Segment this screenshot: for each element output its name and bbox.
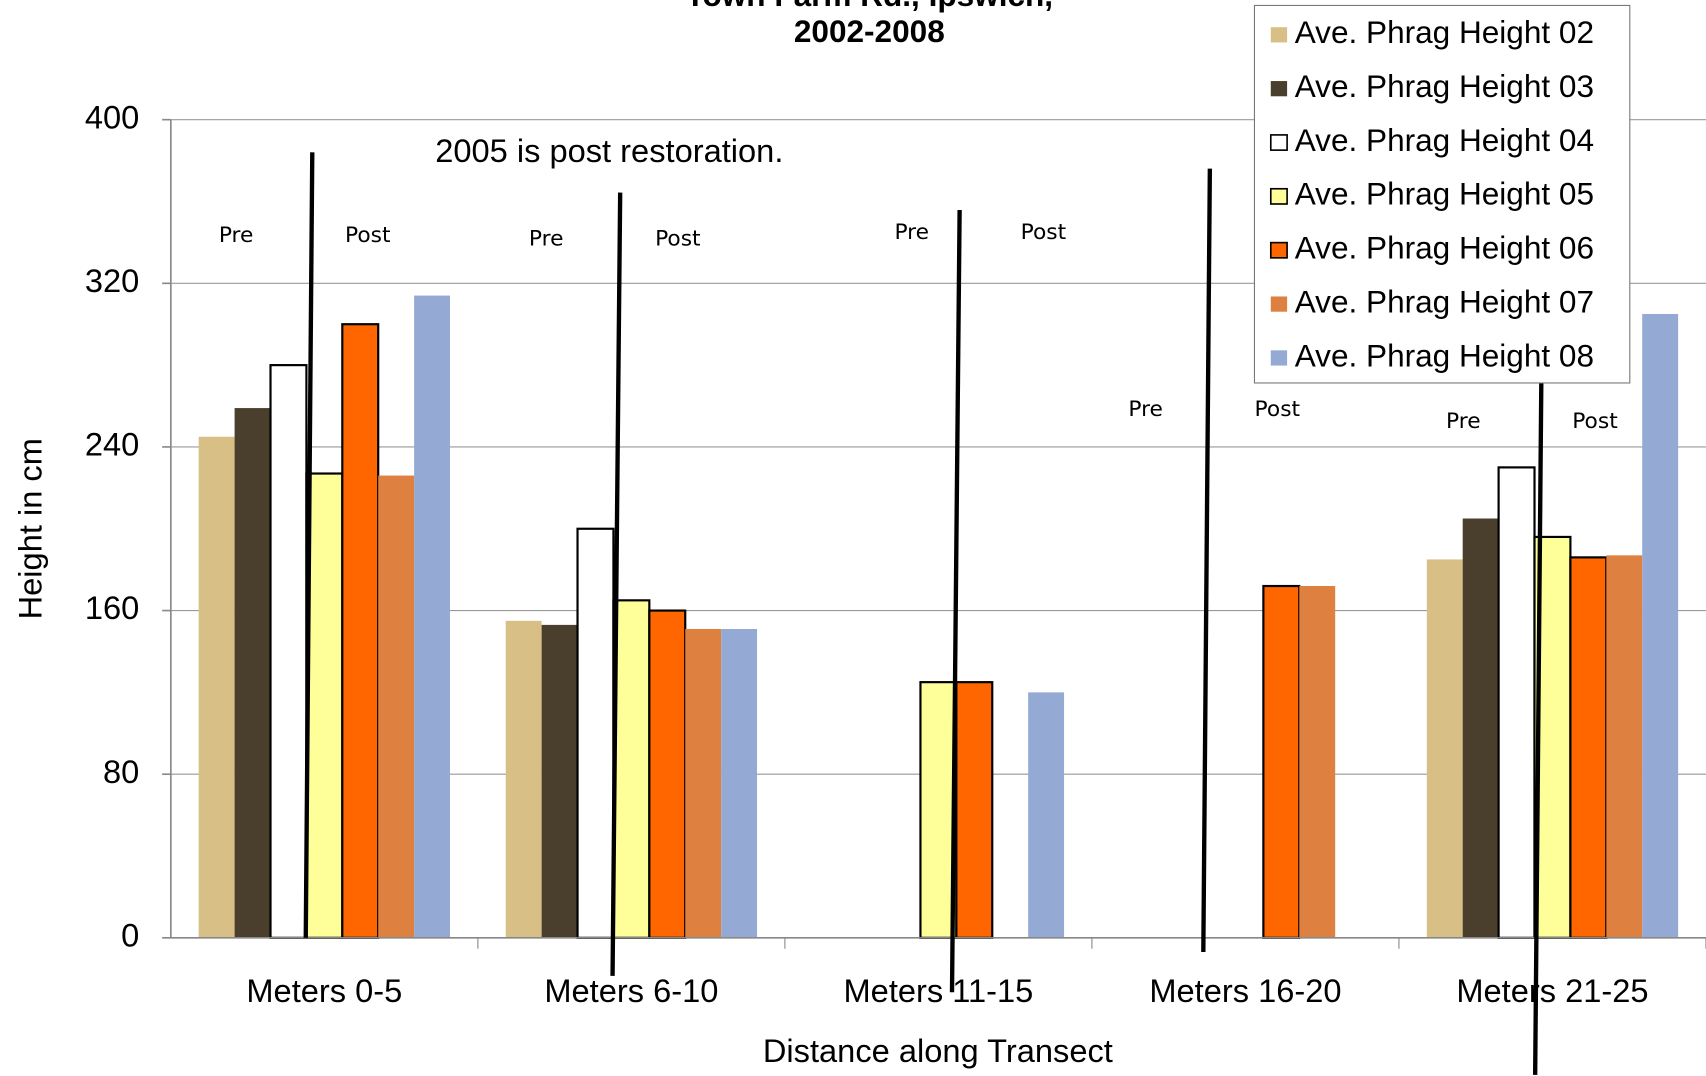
post-label: Post xyxy=(1255,397,1301,422)
post-label: Post xyxy=(345,223,391,248)
bar xyxy=(269,364,308,939)
post-label: Post xyxy=(1021,220,1067,245)
post-label: Post xyxy=(655,226,701,251)
chart-title: Town Farm Rd., Ipswich, xyxy=(686,0,1054,13)
legend-swatch xyxy=(1269,187,1288,205)
divider-line xyxy=(1201,168,1213,952)
legend-swatch xyxy=(1270,81,1288,97)
bar xyxy=(1462,518,1499,938)
pre-label: Pre xyxy=(894,220,929,245)
y-tick-label: 400 xyxy=(85,98,139,135)
divider-lines xyxy=(303,152,1544,1075)
pre-label: Pre xyxy=(219,223,254,248)
bar xyxy=(305,472,344,939)
legend-swatch xyxy=(1269,134,1288,151)
y-tick-label: 0 xyxy=(121,916,139,953)
bar xyxy=(234,408,271,938)
x-axis-label: Distance along Transect xyxy=(763,1032,1113,1069)
x-tick-label: Meters 11-15 xyxy=(844,972,1034,1009)
divider-line xyxy=(610,192,623,976)
x-tick-label: Meters 16-20 xyxy=(1149,972,1341,1009)
y-tick-label: 320 xyxy=(85,262,139,299)
legend-box xyxy=(1253,4,1631,384)
bar xyxy=(1028,692,1065,938)
pre-label: Pre xyxy=(529,226,564,251)
post-label: Post xyxy=(1572,409,1618,434)
legend-label: Ave. Phrag Height 05 xyxy=(1295,176,1594,212)
bar xyxy=(685,628,722,938)
x-tick-label: Meters 21-25 xyxy=(1456,972,1648,1009)
divider-line xyxy=(1532,340,1544,1075)
bar xyxy=(1299,586,1336,938)
x-tick-label: Meters 0-5 xyxy=(246,972,402,1009)
y-tick-label: 160 xyxy=(85,589,139,626)
divider-line xyxy=(949,209,962,993)
bar xyxy=(919,681,958,939)
y-axis-label: Height in cm xyxy=(11,438,48,619)
legend-label: Ave. Phrag Height 08 xyxy=(1295,337,1594,373)
pre-label: Pre xyxy=(1128,397,1163,422)
chart-title: 2002-2008 xyxy=(794,13,945,49)
pre-label: Pre xyxy=(1446,409,1481,434)
legend-label: Ave. Phrag Height 03 xyxy=(1295,68,1594,104)
legend-label: Ave. Phrag Height 02 xyxy=(1295,14,1594,50)
legend-swatch xyxy=(1269,241,1288,259)
bar xyxy=(1569,556,1608,939)
bar xyxy=(648,609,687,939)
legend-swatch xyxy=(1270,27,1288,43)
bar xyxy=(378,475,415,938)
y-tick-label: 240 xyxy=(85,426,139,463)
legend-label: Ave. Phrag Height 07 xyxy=(1295,283,1594,319)
legend-swatch xyxy=(1270,296,1288,312)
bar xyxy=(341,323,380,939)
bar xyxy=(955,681,994,939)
bar xyxy=(1606,555,1643,938)
legend-swatch xyxy=(1270,350,1288,366)
y-tick-label: 80 xyxy=(103,753,139,790)
bar xyxy=(1642,313,1679,938)
bar xyxy=(1426,559,1463,938)
bar xyxy=(505,620,542,938)
bar xyxy=(1497,466,1536,939)
legend-label: Ave. Phrag Height 04 xyxy=(1295,122,1594,158)
bar xyxy=(1262,584,1301,939)
annotation: 2005 is post restoration. xyxy=(435,132,783,169)
x-tick-label: Meters 6-10 xyxy=(544,972,718,1009)
legend-label: Ave. Phrag Height 06 xyxy=(1295,230,1594,266)
bar xyxy=(576,527,615,939)
divider-line xyxy=(303,152,315,938)
bar xyxy=(198,436,235,938)
bar xyxy=(612,599,651,939)
bar xyxy=(721,628,758,938)
bar xyxy=(414,295,451,938)
legend: Ave. Phrag Height 02 Ave. Phrag Height 03… xyxy=(1269,14,1594,373)
bars xyxy=(198,295,1679,939)
bar xyxy=(541,624,578,938)
